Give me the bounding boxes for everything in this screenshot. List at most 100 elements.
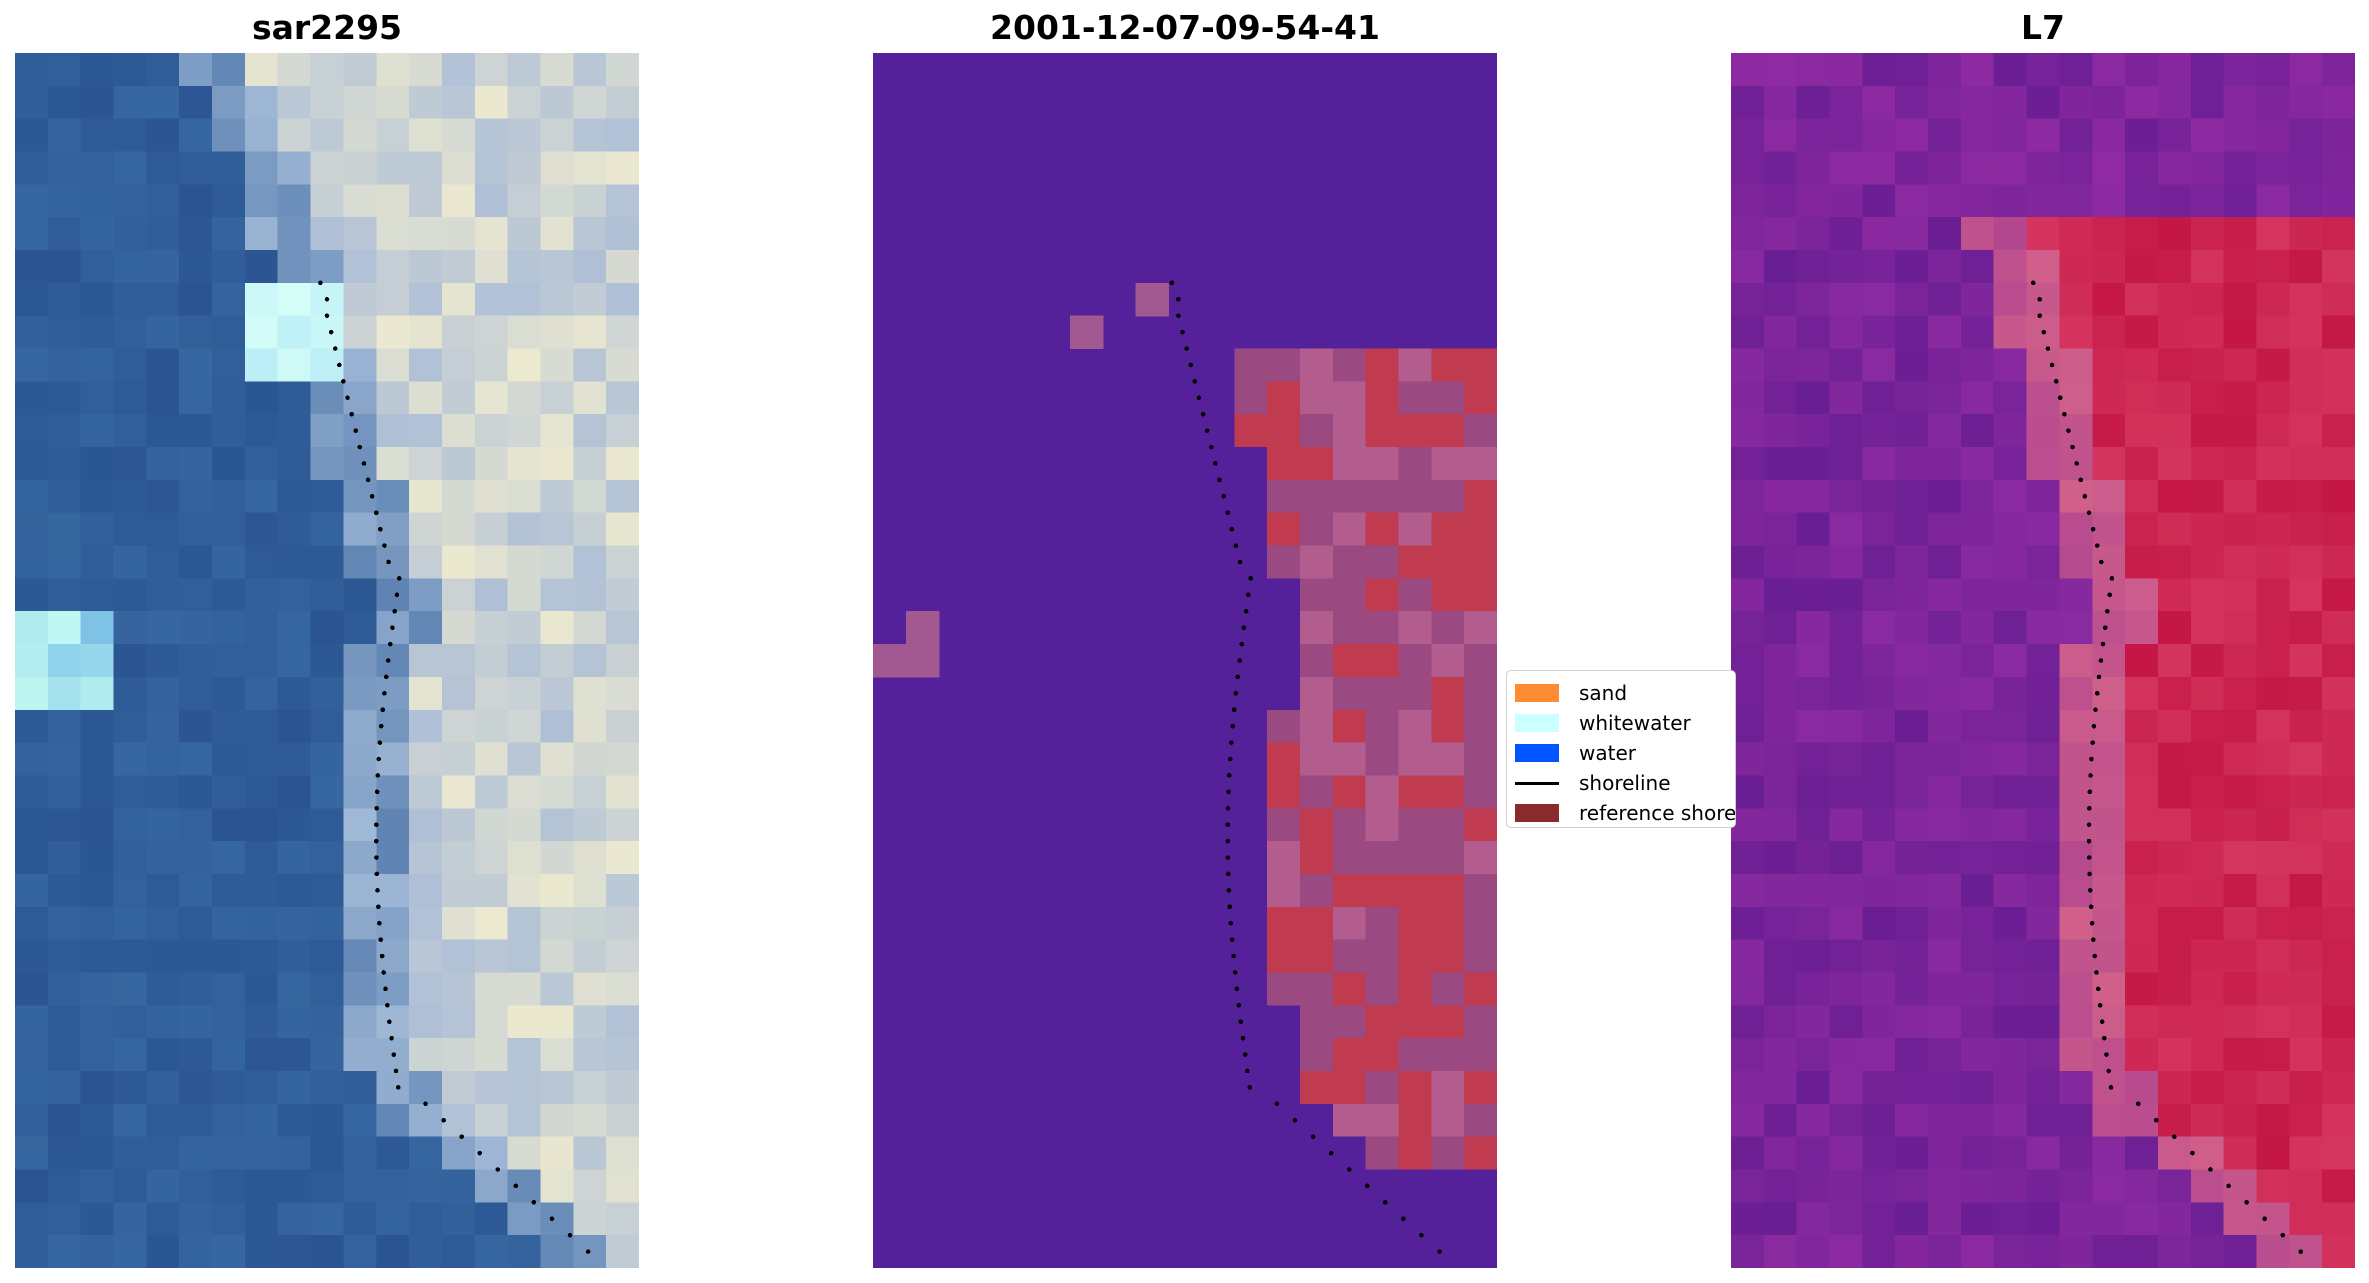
pixel-cell — [1796, 545, 1831, 580]
pixel-cell — [540, 676, 574, 711]
pixel-cell — [2289, 479, 2323, 514]
pixel-cell — [2322, 447, 2355, 481]
pixel-cell — [1398, 644, 1432, 678]
pixel-cell — [2157, 545, 2192, 580]
pixel-cell — [15, 939, 49, 974]
pixel-cell — [15, 611, 49, 645]
pixel-cell — [2256, 118, 2290, 153]
pixel-cell — [540, 644, 574, 678]
pixel-cell — [2157, 250, 2192, 284]
pixel-cell — [1365, 348, 1400, 383]
pixel-cell — [1004, 348, 1038, 383]
pixel-cell — [507, 578, 542, 612]
right-panel-title: L7 — [2021, 8, 2065, 47]
pixel-cell — [1365, 118, 1400, 153]
pixel-cell — [1928, 414, 1962, 448]
pixel-cell — [1862, 1202, 1896, 1236]
pixel-cell — [1464, 85, 1497, 120]
pixel-cell — [80, 414, 115, 448]
pixel-cell — [573, 217, 607, 251]
shoreline-point — [1232, 970, 1238, 975]
pixel-cell — [2125, 217, 2159, 251]
pixel-cell — [2157, 1103, 2192, 1138]
pixel-cell — [1960, 1103, 1995, 1138]
shoreline-point — [2086, 838, 2092, 844]
pixel-cell — [1267, 414, 1301, 448]
pixel-cell — [1796, 282, 1831, 317]
pixel-cell — [1365, 709, 1400, 744]
pixel-cell — [1070, 939, 1104, 974]
pixel-cell — [1201, 1235, 1235, 1268]
pixel-cell — [2157, 1070, 2192, 1105]
pixel-cell — [873, 578, 907, 612]
pixel-cell — [1763, 184, 1798, 218]
pixel-cell — [1862, 775, 1896, 809]
pixel-cell — [376, 217, 410, 251]
pixel-cell — [1299, 1235, 1334, 1268]
pixel-cell — [15, 1070, 49, 1105]
pixel-cell — [2190, 118, 2225, 153]
pixel-cell — [2026, 414, 2061, 448]
shoreline-point — [1243, 608, 1249, 614]
pixel-cell — [2059, 709, 2093, 744]
pixel-cell — [1895, 447, 1929, 481]
pixel-cell — [507, 676, 542, 711]
pixel-cell — [1201, 1202, 1235, 1236]
pixel-cell — [474, 184, 509, 218]
pixel-cell — [1829, 1202, 1864, 1236]
pixel-cell — [2322, 217, 2355, 251]
pixel-cell — [244, 1038, 279, 1072]
pixel-cell — [2256, 85, 2290, 120]
pixel-cell — [573, 315, 607, 350]
pixel-cell — [938, 611, 973, 645]
pixel-cell — [310, 1136, 345, 1171]
pixel-cell — [1332, 217, 1367, 251]
pixel-cell — [15, 1103, 49, 1138]
pixel-cell — [2190, 85, 2225, 120]
pixel-cell — [376, 972, 410, 1006]
pixel-cell — [1993, 808, 2028, 842]
pixel-cell — [1234, 1202, 1268, 1236]
pixel-cell — [905, 775, 940, 809]
pixel-cell — [2026, 1070, 2061, 1105]
pixel-cell — [146, 217, 180, 251]
pixel-cell — [474, 1103, 509, 1138]
pixel-cell — [1234, 1038, 1268, 1072]
pixel-cell — [873, 85, 907, 120]
pixel-cell — [1332, 742, 1367, 777]
pixel-cell — [1365, 611, 1400, 645]
pixel-cell — [2256, 939, 2290, 974]
pixel-cell — [441, 808, 476, 842]
pixel-cell — [573, 53, 607, 87]
pixel-cell — [606, 447, 639, 481]
pixel-cell — [2223, 578, 2258, 612]
pixel-cell — [1895, 775, 1929, 809]
pixel-cell — [146, 381, 180, 415]
pixel-cell — [873, 151, 907, 186]
rgb-image-panel — [15, 53, 639, 1268]
pixel-cell — [1201, 151, 1235, 186]
pixel-cell — [1234, 1235, 1268, 1268]
pixel-cell — [905, 873, 940, 908]
pixel-cell — [2092, 644, 2126, 678]
pixel-cell — [2190, 381, 2225, 415]
pixel-cell — [540, 1005, 574, 1039]
pixel-cell — [212, 611, 246, 645]
pixel-cell — [1763, 53, 1798, 87]
pixel-cell — [1004, 611, 1038, 645]
pixel-cell — [1102, 151, 1137, 186]
pixel-cell — [1102, 1070, 1137, 1105]
pixel-cell — [409, 1103, 443, 1138]
pixel-cell — [1135, 348, 1170, 383]
pixel-cell — [1201, 184, 1235, 218]
pixel-cell — [343, 315, 377, 350]
pixel-cell — [343, 611, 377, 645]
pixel-cell — [905, 479, 940, 514]
pixel-cell — [2223, 808, 2258, 842]
pixel-cell — [1895, 808, 1929, 842]
pixel-cell — [540, 1038, 574, 1072]
pixel-cell — [2322, 709, 2355, 744]
pixel-cell — [2059, 1103, 2093, 1138]
pixel-cell — [606, 512, 639, 547]
pixel-cell — [873, 512, 907, 547]
